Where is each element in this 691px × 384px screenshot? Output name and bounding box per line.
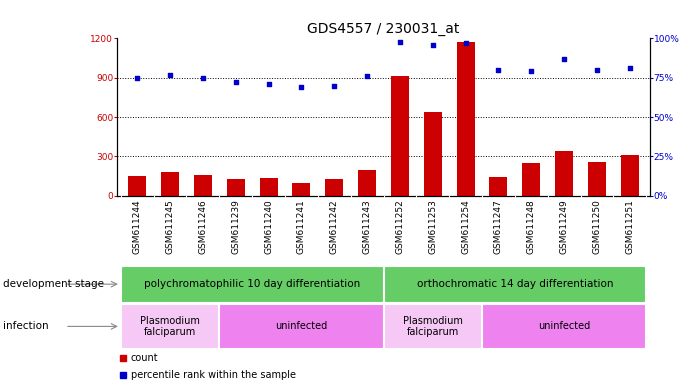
Point <box>230 79 241 86</box>
Bar <box>424 112 442 196</box>
Point <box>558 56 569 62</box>
Bar <box>522 163 540 196</box>
Bar <box>121 266 384 303</box>
Bar <box>161 172 179 196</box>
Bar <box>292 183 310 196</box>
Text: GSM611249: GSM611249 <box>560 199 569 254</box>
Bar <box>219 304 384 349</box>
Text: polychromatophilic 10 day differentiation: polychromatophilic 10 day differentiatio… <box>144 279 360 289</box>
Text: GSM611251: GSM611251 <box>625 199 634 254</box>
Point <box>427 41 438 48</box>
Bar <box>588 162 606 196</box>
Text: GSM611246: GSM611246 <box>198 199 207 254</box>
Text: count: count <box>131 353 158 363</box>
Point <box>624 65 635 71</box>
Text: GSM611240: GSM611240 <box>264 199 273 254</box>
Bar <box>260 178 278 196</box>
Bar <box>121 304 219 349</box>
Text: Plasmodium
falciparum: Plasmodium falciparum <box>403 316 463 337</box>
Bar <box>227 179 245 196</box>
Text: GSM611254: GSM611254 <box>461 199 470 254</box>
Text: GSM611253: GSM611253 <box>428 199 437 254</box>
Text: GSM611250: GSM611250 <box>592 199 601 254</box>
Bar <box>325 179 343 196</box>
Text: GSM611248: GSM611248 <box>527 199 536 254</box>
Text: percentile rank within the sample: percentile rank within the sample <box>131 370 296 381</box>
Point <box>395 38 406 45</box>
Text: development stage: development stage <box>3 279 104 289</box>
Text: uninfected: uninfected <box>538 321 590 331</box>
Bar <box>384 304 482 349</box>
Bar <box>482 304 646 349</box>
Point <box>263 81 274 87</box>
Text: GSM611241: GSM611241 <box>297 199 306 254</box>
Point <box>460 40 471 46</box>
Text: GSM611244: GSM611244 <box>133 199 142 254</box>
Text: GSM611245: GSM611245 <box>166 199 175 254</box>
Bar <box>489 177 507 196</box>
Text: GSM611243: GSM611243 <box>363 199 372 254</box>
Bar <box>621 154 639 196</box>
Bar <box>391 76 409 196</box>
Point <box>296 84 307 90</box>
Bar <box>555 151 573 196</box>
Point <box>493 67 504 73</box>
Text: uninfected: uninfected <box>275 321 328 331</box>
Text: GSM611252: GSM611252 <box>395 199 404 254</box>
Text: GSM611242: GSM611242 <box>330 199 339 254</box>
Bar <box>358 170 376 196</box>
Point <box>329 83 340 89</box>
Text: infection: infection <box>3 321 49 331</box>
Text: orthochromatic 14 day differentiation: orthochromatic 14 day differentiation <box>417 279 613 289</box>
Point <box>198 74 209 81</box>
Bar <box>128 175 146 196</box>
Point <box>361 73 372 79</box>
Title: GDS4557 / 230031_at: GDS4557 / 230031_at <box>307 22 460 36</box>
Point <box>591 67 603 73</box>
Bar <box>384 266 646 303</box>
Text: GSM611239: GSM611239 <box>231 199 240 254</box>
Text: Plasmodium
falciparum: Plasmodium falciparum <box>140 316 200 337</box>
Point <box>164 71 176 78</box>
Text: GSM611247: GSM611247 <box>494 199 503 254</box>
Point <box>526 68 537 74</box>
Point <box>132 74 143 81</box>
Bar <box>194 175 212 196</box>
Bar <box>457 42 475 196</box>
